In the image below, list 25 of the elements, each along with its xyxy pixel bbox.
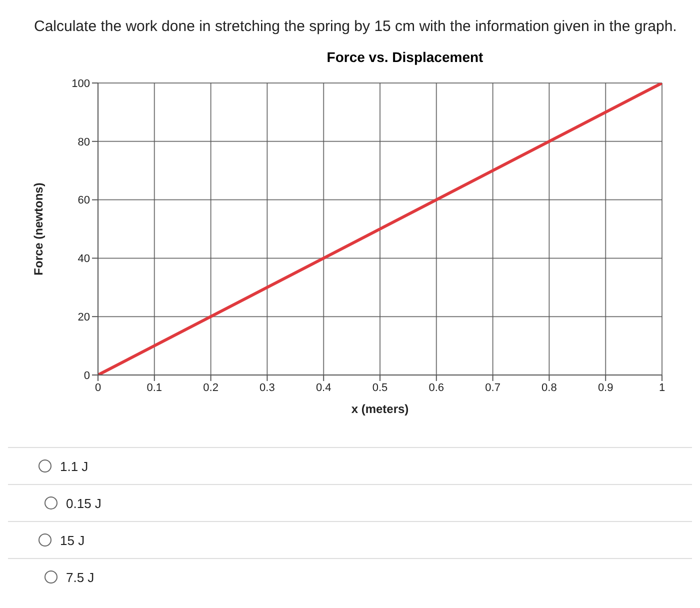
y-tick-label: 100 [72,78,90,90]
x-tick-label: 0.3 [260,382,275,394]
x-tick-label: 0.7 [485,382,500,394]
y-tick-label: 0 [84,370,90,382]
y-tick-label: 40 [78,253,90,266]
x-tick-label: 0.5 [372,382,388,394]
y-tick-label: 60 [78,194,90,207]
x-tick-label: 0.1 [146,382,162,394]
y-axis-title: Force (newtons) [31,182,46,276]
text: Calculate the work done in stretching the spring by 15 cm with the information given in the graph. [33,17,678,35]
y-tick-label: 80 [78,136,90,148]
x-axis-title: x (meters) [351,402,409,416]
y-tick-label: 20 [78,312,90,324]
text: 15 J [60,532,85,548]
x-tick-label: 0 [94,382,102,394]
text: 7.5 J [66,570,94,584]
x-tick-label: 0.6 [428,382,444,394]
x-tick-label: 0.4 [316,382,332,394]
x-tick-label: 0.8 [542,382,557,394]
x-tick-label: 0.9 [598,382,614,394]
x-tick-label: 0.2 [203,382,218,394]
text: 0.15 J [66,496,102,510]
chart-title: Force vs. Displacement [326,49,484,65]
x-tick-label: 1 [658,382,666,394]
text: 1.1 J [60,458,88,474]
